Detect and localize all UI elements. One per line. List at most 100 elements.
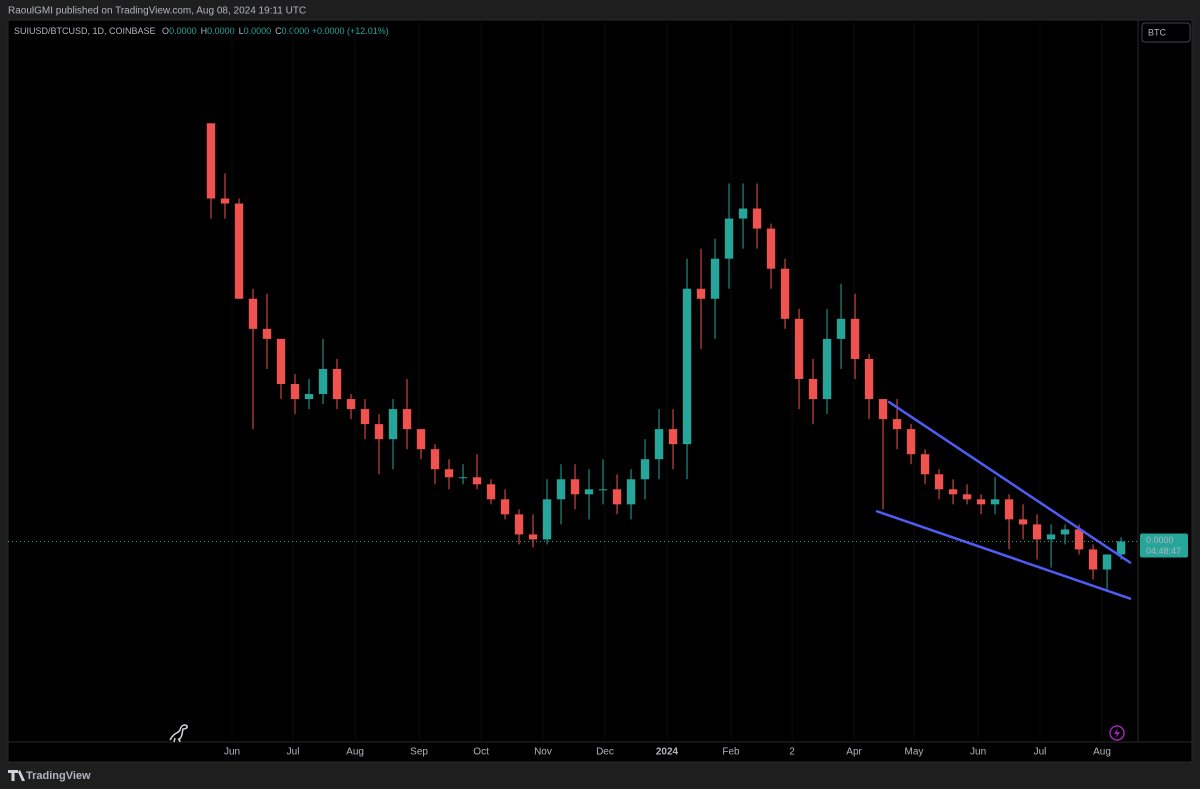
candle-body bbox=[948, 489, 958, 495]
candle-body bbox=[682, 288, 692, 445]
x-tick-label: Aug bbox=[1093, 747, 1111, 758]
countdown-label: 04:48:47 bbox=[1146, 546, 1181, 556]
candle-body bbox=[584, 489, 594, 495]
candle-body bbox=[318, 368, 328, 395]
candle-body bbox=[220, 198, 230, 204]
trendline bbox=[887, 400, 1132, 564]
ohlc: O0.0000 H0.0000 L0.0000 C0.0000 bbox=[162, 26, 309, 36]
currency-label[interactable]: BTC bbox=[1148, 27, 1167, 37]
candle-body bbox=[388, 409, 398, 440]
candle-body bbox=[612, 489, 622, 505]
ohlc-key: C bbox=[275, 26, 282, 36]
candle-body bbox=[962, 494, 972, 500]
candle-body bbox=[1102, 554, 1112, 570]
candle-body bbox=[402, 409, 412, 430]
ohlc-key: O bbox=[162, 26, 169, 36]
candle-body bbox=[416, 429, 426, 450]
candle-body bbox=[724, 218, 734, 259]
x-tick-label: Oct bbox=[473, 747, 489, 758]
x-tick-label: Jul bbox=[287, 747, 300, 758]
candle-body bbox=[346, 399, 356, 410]
last-price-tag bbox=[1140, 533, 1188, 558]
candle-body bbox=[598, 489, 608, 491]
x-tick-label: Jul bbox=[1034, 747, 1047, 758]
x-tick-label: Feb bbox=[722, 747, 740, 758]
candle-body bbox=[780, 268, 790, 319]
chart-pane bbox=[7, 19, 1139, 743]
candle-body bbox=[1032, 524, 1042, 540]
candle-body bbox=[822, 338, 832, 400]
candle-body bbox=[766, 228, 776, 269]
candle-body bbox=[1004, 499, 1014, 520]
candle-body bbox=[262, 328, 272, 339]
x-tick-label: Jun bbox=[970, 747, 986, 758]
ohlc-key: L bbox=[239, 26, 244, 36]
dino-logo bbox=[169, 724, 188, 743]
candle-body bbox=[626, 479, 636, 505]
candle-body bbox=[878, 399, 888, 420]
candle-body bbox=[248, 298, 258, 329]
tv-logo bbox=[8, 770, 25, 781]
candle-body bbox=[850, 318, 860, 359]
candle-body bbox=[1018, 519, 1028, 525]
candle-body bbox=[696, 288, 706, 299]
candle-body bbox=[808, 378, 818, 400]
candle-body bbox=[934, 474, 944, 490]
x-tick-label: Aug bbox=[346, 747, 364, 758]
candle-body bbox=[542, 499, 552, 540]
candle-body bbox=[892, 419, 902, 430]
x-tick-label: Nov bbox=[534, 747, 552, 758]
ohlc-value: 0.0000 bbox=[282, 26, 310, 36]
symbol: SUIUSD/BTCUSD, 1D, COINBASE bbox=[14, 26, 156, 36]
alert-icon[interactable] bbox=[1109, 725, 1125, 741]
alert-bolt bbox=[1114, 728, 1120, 738]
candle-body bbox=[206, 123, 216, 199]
candle-body bbox=[360, 409, 370, 425]
candle-body bbox=[374, 424, 384, 440]
candle-body bbox=[976, 499, 986, 505]
candle-body bbox=[234, 203, 244, 299]
x-tick-label: Apr bbox=[846, 747, 862, 758]
candle-body bbox=[1116, 541, 1126, 555]
candle-body bbox=[500, 499, 510, 515]
candle-body bbox=[794, 318, 804, 379]
price-scale bbox=[1137, 19, 1193, 743]
candle-body bbox=[1060, 529, 1070, 535]
candle-body bbox=[486, 484, 496, 500]
candle-body bbox=[710, 258, 720, 299]
time-scale bbox=[7, 741, 1193, 763]
x-tick-label: 2 bbox=[789, 747, 795, 758]
candle-body bbox=[906, 429, 916, 455]
candle-body bbox=[570, 479, 580, 495]
x-tick-label: 2024 bbox=[656, 747, 679, 758]
candle-body bbox=[668, 429, 678, 445]
candle-body bbox=[472, 477, 482, 485]
candle-body bbox=[920, 454, 930, 475]
candle-body bbox=[836, 318, 846, 339]
legend: SUIUSD/BTCUSD, 1D, COINBASE O0.0000 H0.00… bbox=[14, 26, 389, 36]
x-tick-label: May bbox=[905, 747, 924, 758]
candle-body bbox=[738, 208, 748, 219]
change: +0.0000 (+12.01%) bbox=[312, 26, 389, 36]
ohlc-value: 0.0000 bbox=[169, 26, 197, 36]
x-tick-label: Sep bbox=[410, 747, 428, 758]
candle-body bbox=[332, 368, 342, 400]
candle-body bbox=[1046, 534, 1056, 540]
candle-body bbox=[430, 449, 440, 470]
candle-body bbox=[304, 394, 314, 400]
ohlc-value: 0.0000 bbox=[207, 26, 235, 36]
candle-body bbox=[1074, 529, 1084, 550]
candle-body bbox=[1088, 549, 1098, 570]
candle-body bbox=[556, 479, 566, 500]
plot: Jun Jul Aug Sep Oct Nov Dec 2024 Feb 2 Apr May Jun Ju… bbox=[8, 20, 1138, 758]
ohlc-key: H bbox=[201, 26, 208, 36]
currency-button[interactable] bbox=[1141, 22, 1191, 43]
trendline bbox=[875, 510, 1132, 600]
candle-body bbox=[654, 429, 664, 460]
last-price-label: 0.0000 bbox=[1146, 535, 1174, 545]
candle-body bbox=[640, 459, 650, 480]
footer-brand: TradingView bbox=[26, 770, 91, 782]
candle-body bbox=[864, 358, 874, 400]
candle-body bbox=[444, 469, 454, 478]
